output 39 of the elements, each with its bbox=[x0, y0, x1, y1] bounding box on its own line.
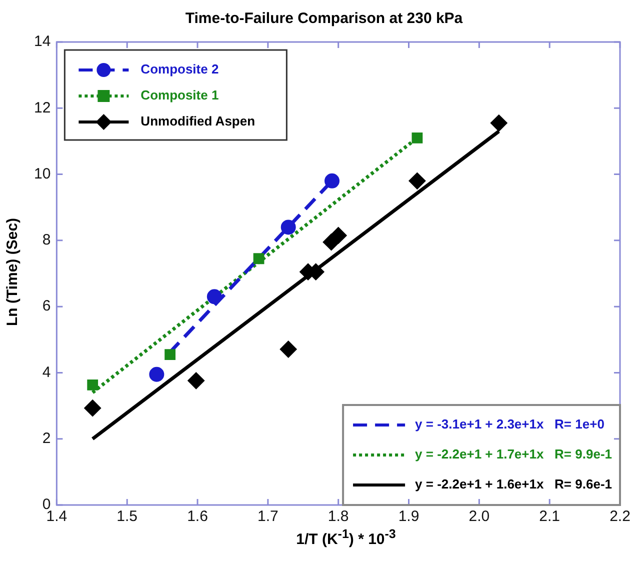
y-tick-label: 6 bbox=[42, 298, 51, 315]
point bbox=[87, 380, 98, 390]
point bbox=[206, 289, 222, 304]
y-tick-label: 12 bbox=[34, 99, 51, 116]
point bbox=[324, 173, 340, 188]
legend-label: Composite 1 bbox=[140, 88, 219, 103]
point bbox=[188, 372, 205, 390]
point bbox=[164, 349, 176, 360]
x-tick-label: 1.9 bbox=[398, 508, 420, 526]
annotation: y = -2.2e+1 + 1.6e+1x R= 9.6e-1 bbox=[415, 476, 612, 492]
x-tick-label: 2.0 bbox=[468, 508, 490, 526]
point bbox=[330, 226, 347, 244]
annotation: y = -3.1e+1 + 2.3e+1x R= 1e+0 bbox=[415, 416, 604, 432]
point bbox=[253, 253, 264, 264]
x-tick-label: 1.7 bbox=[258, 508, 278, 526]
x-tick-label: 1.6 bbox=[187, 508, 208, 526]
point bbox=[412, 132, 423, 144]
x-axis-title: 1/T (K$^{-1}$) * 10$^{-3}$ bbox=[295, 527, 397, 548]
chart-title: Time-to-Failure Comparison at 230 kPa bbox=[185, 10, 464, 28]
y-tick-label: 8 bbox=[42, 232, 51, 249]
x-tick-label: 1.8 bbox=[328, 508, 349, 526]
legend-label: Composite 2 bbox=[140, 62, 219, 77]
x-tick-label: 2.2 bbox=[610, 508, 630, 526]
point bbox=[490, 114, 508, 132]
legend-label: Unmodified Aspen bbox=[140, 114, 256, 129]
y-tick-label: 14 bbox=[34, 33, 51, 50]
y-tick-label: 2 bbox=[42, 430, 51, 447]
point bbox=[280, 220, 296, 235]
point bbox=[84, 400, 102, 417]
point bbox=[408, 172, 426, 190]
point bbox=[280, 340, 297, 358]
y-tick-label: 4 bbox=[42, 364, 51, 381]
annotation: y = -2.2e+1 + 1.7e+1x R= 9.9e-1 bbox=[415, 446, 612, 462]
point bbox=[149, 366, 164, 382]
y-tick-label: 10 bbox=[34, 165, 51, 182]
x-tick-label: 2.1 bbox=[539, 508, 560, 526]
y-axis-title: Ln (Time) (Sec) bbox=[4, 218, 21, 326]
x-tick-label: 1.5 bbox=[116, 508, 138, 526]
x-tick-label: 1.4 bbox=[46, 508, 68, 526]
